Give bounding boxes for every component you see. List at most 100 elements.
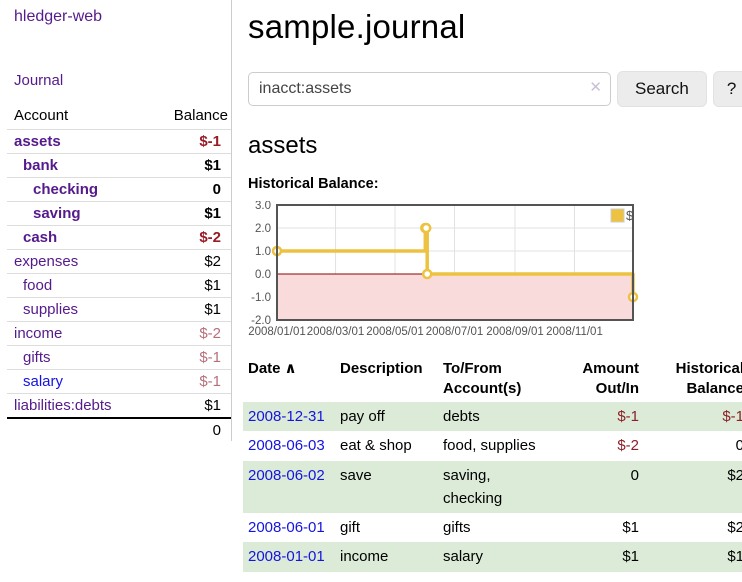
account-balance: $1	[145, 393, 231, 418]
sidebar-account-link-food[interactable]: food	[23, 277, 53, 294]
sidebar-account-link-checking[interactable]: checking	[33, 181, 99, 198]
x-tick-label: 2008/09/01	[486, 326, 544, 338]
register-amount: $1	[555, 542, 642, 572]
y-tick-label: 2.0	[255, 223, 271, 235]
register-balance: $2	[727, 519, 742, 536]
account-row: food $1	[7, 273, 231, 298]
account-row: salary $-1	[7, 369, 231, 394]
account-balance: $2	[145, 249, 231, 274]
register-balance: 0	[735, 437, 742, 455]
register-date-cell: 2008-06-03	[243, 431, 340, 460]
accounts-header-account: Account	[14, 107, 69, 124]
register-header-accounts: To/From Account(s)	[443, 360, 522, 397]
register-description: eat & shop	[340, 437, 412, 455]
search-form: ✕ Search ?	[248, 71, 742, 107]
accounts-total-row: 0	[7, 417, 231, 442]
register-balance: $-1	[642, 402, 742, 432]
sidebar-account-link-saving[interactable]: saving	[33, 205, 81, 222]
accounts-header-balance: Balance	[173, 107, 228, 124]
x-tick-label: 2008/01/01	[248, 326, 306, 338]
sidebar-account-link-expenses[interactable]: expenses	[14, 253, 79, 270]
register-description: gift	[340, 519, 361, 536]
register-row: 2008-12-31 pay off debts $-1 $-1	[243, 402, 742, 432]
sidebar-item-journal[interactable]: Journal	[14, 72, 64, 89]
account-balance: $1	[145, 201, 231, 226]
register-date-link[interactable]: 2008-01-01	[248, 548, 325, 566]
app-title-link[interactable]: hledger-web	[14, 8, 103, 25]
historical-balance-chart: $3.0 2.0 1.0 0.0 -1.0 -2.0 2008/01/01 2008/03/0…	[248, 200, 742, 343]
register-accounts: debts	[443, 402, 555, 432]
register-accounts: gifts	[443, 519, 471, 536]
sidebar: hledger-web Journal Account Balance asse…	[0, 0, 232, 442]
register-amount: $-2	[617, 437, 639, 455]
register-date-cell: 2008-06-02	[243, 460, 340, 513]
register-header-row: Date ∧ Description To/From Account(s) Amo…	[243, 357, 742, 402]
x-tick-label: 2008/07/01	[426, 326, 484, 338]
sidebar-account-link-assets[interactable]: assets	[14, 133, 61, 150]
main-content: sample.journal ✕ Search ? assets Histori…	[232, 0, 742, 582]
register-accounts: salary	[443, 542, 555, 572]
sidebar-account-link-salary[interactable]: salary	[23, 373, 64, 390]
account-balance: $-1	[145, 369, 231, 394]
clear-search-icon[interactable]: ✕	[589, 79, 602, 96]
register-row: 2008-01-01 income salary $1 $1	[243, 542, 742, 572]
account-balance: $-1	[145, 345, 231, 370]
register-date-link[interactable]: 2008-12-31	[248, 408, 325, 425]
y-tick-label: 1.0	[255, 246, 271, 258]
register-date-cell: 2008-12-31	[243, 402, 340, 432]
help-button[interactable]: ?	[712, 71, 742, 107]
register-date-link[interactable]: 2008-06-02	[248, 466, 325, 484]
sidebar-account-link-gifts[interactable]: gifts	[23, 349, 51, 366]
accounts-table: Account Balance assets $-1 bank $1 checking 0…	[7, 105, 231, 442]
account-row: saving $1	[7, 201, 231, 226]
account-balance: $1	[145, 273, 231, 298]
account-row: cash $-2	[7, 225, 231, 250]
account-row: bank $1	[7, 153, 231, 178]
search-button[interactable]: Search	[617, 71, 707, 107]
account-row: expenses $2	[7, 249, 231, 274]
sidebar-account-link-income[interactable]: income	[14, 325, 63, 342]
account-row: income $-2	[7, 321, 231, 346]
y-tick-label: 3.0	[255, 201, 271, 212]
register-row: 2008-06-01 gift gifts $1 $2	[243, 513, 742, 542]
sidebar-account-link-bank[interactable]: bank	[23, 157, 59, 174]
account-balance: 0	[145, 177, 231, 202]
account-balance: $-2	[145, 321, 231, 346]
account-balance: $1	[145, 297, 231, 322]
register-description: pay off	[340, 402, 443, 432]
account-row: gifts $-1	[7, 345, 231, 370]
y-tick-label: -2.0	[251, 315, 271, 327]
sidebar-account-link-liabilities-debts[interactable]: liabilities:debts	[14, 397, 112, 414]
register-date-link[interactable]: 2008-06-01	[248, 519, 325, 536]
data-point-marker	[420, 222, 432, 234]
search-input[interactable]	[248, 72, 611, 106]
register-date-cell: 2008-06-01	[243, 513, 340, 542]
register-date-cell: 2008-01-01	[243, 542, 340, 572]
page-title: sample.journal	[248, 8, 466, 45]
chart-title: Historical Balance:	[248, 176, 379, 192]
account-balance: $1	[145, 153, 231, 178]
register-date-link[interactable]: 2008-06-03	[248, 437, 325, 455]
register-balance: $2	[642, 460, 742, 513]
negative-region	[278, 274, 632, 319]
account-row: assets $-1	[7, 129, 231, 154]
sidebar-account-link-supplies[interactable]: supplies	[23, 301, 79, 318]
account-row: checking 0	[7, 177, 231, 202]
register-header-date: Date ∧	[248, 360, 297, 377]
y-tick-label: 0.0	[255, 269, 271, 281]
register-description: income	[340, 542, 443, 572]
accounts-total-value: 0	[145, 417, 231, 442]
register-table: Date ∧ Description To/From Account(s) Amo…	[243, 357, 742, 572]
register-header-amount: Amount Out/In	[582, 360, 639, 397]
register-row: 2008-06-03 eat & shop food, supplies $-2 0	[243, 431, 742, 460]
register-accounts: saving, checking	[443, 460, 555, 513]
x-tick-label: 2008/05/01	[366, 326, 424, 338]
plot-border	[276, 204, 634, 321]
x-tick-label: 2008/11/01	[546, 326, 603, 338]
register-header-description: Description	[340, 360, 423, 377]
account-row: supplies $1	[7, 297, 231, 322]
sidebar-account-link-cash[interactable]: cash	[23, 229, 58, 246]
register-accounts: food, supplies	[443, 437, 536, 455]
